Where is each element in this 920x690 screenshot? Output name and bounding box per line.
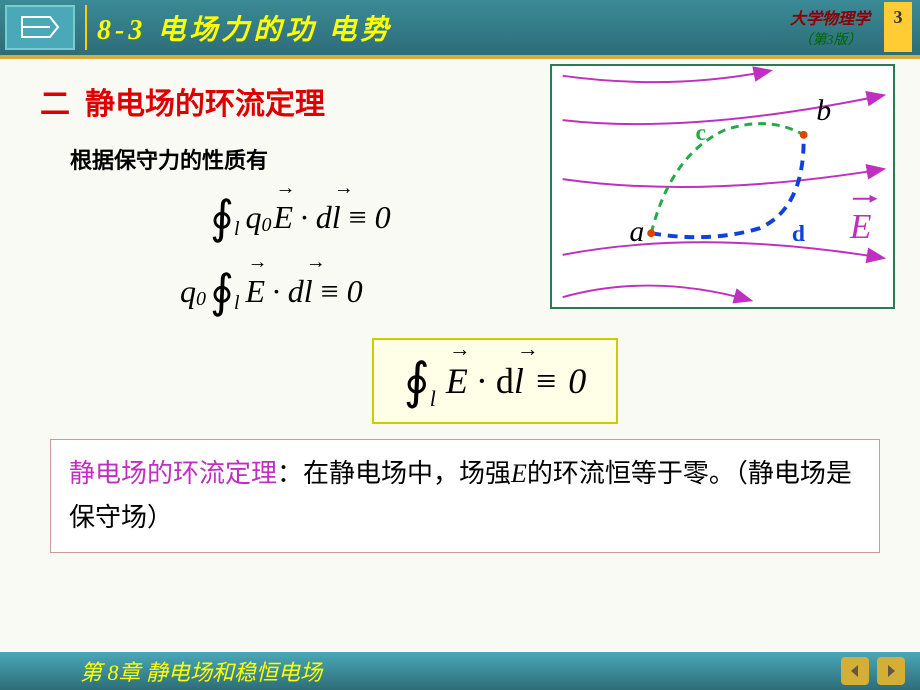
logo: [5, 5, 75, 50]
boxed-equation: ∮l E·dl ≡0: [372, 338, 619, 424]
prev-button[interactable]: [841, 657, 869, 685]
book-title: 大学物理学: [790, 5, 870, 29]
path-d-label: d: [792, 221, 805, 247]
point-b-label: b: [816, 95, 831, 127]
header-separator: [85, 5, 87, 50]
book-info: 大学物理学 （第3版）: [790, 5, 870, 49]
theorem-statement: 静电场的环流定理：在静电场中，场强E的环流恒等于零。（静电场是保守场）: [50, 439, 880, 553]
footer-chapter: 第 8章 静电场和稳恒电场: [80, 655, 322, 687]
path-c-label: c: [695, 120, 705, 146]
chapter-section-title: 8-3 电场力的功 电势: [97, 8, 392, 48]
theorem-label: 静电场的环流定理: [69, 459, 277, 488]
page-number: 3: [884, 2, 912, 52]
slide-content: 二 静电场的环流定理 根据保守力的性质有 ∮l q0 E·dl ≡0 q0 ∮l…: [0, 59, 920, 629]
point-a-label: a: [630, 216, 645, 248]
field-E-label: E: [849, 206, 872, 246]
book-edition: （第3版）: [790, 29, 870, 49]
nav-buttons: [841, 657, 905, 685]
next-button[interactable]: [877, 657, 905, 685]
header-bar: 8-3 电场力的功 电势 大学物理学 （第3版） 3: [0, 0, 920, 55]
field-diagram: a b c d E: [550, 64, 895, 309]
footer-bar: 第 8章 静电场和稳恒电场: [0, 652, 920, 690]
